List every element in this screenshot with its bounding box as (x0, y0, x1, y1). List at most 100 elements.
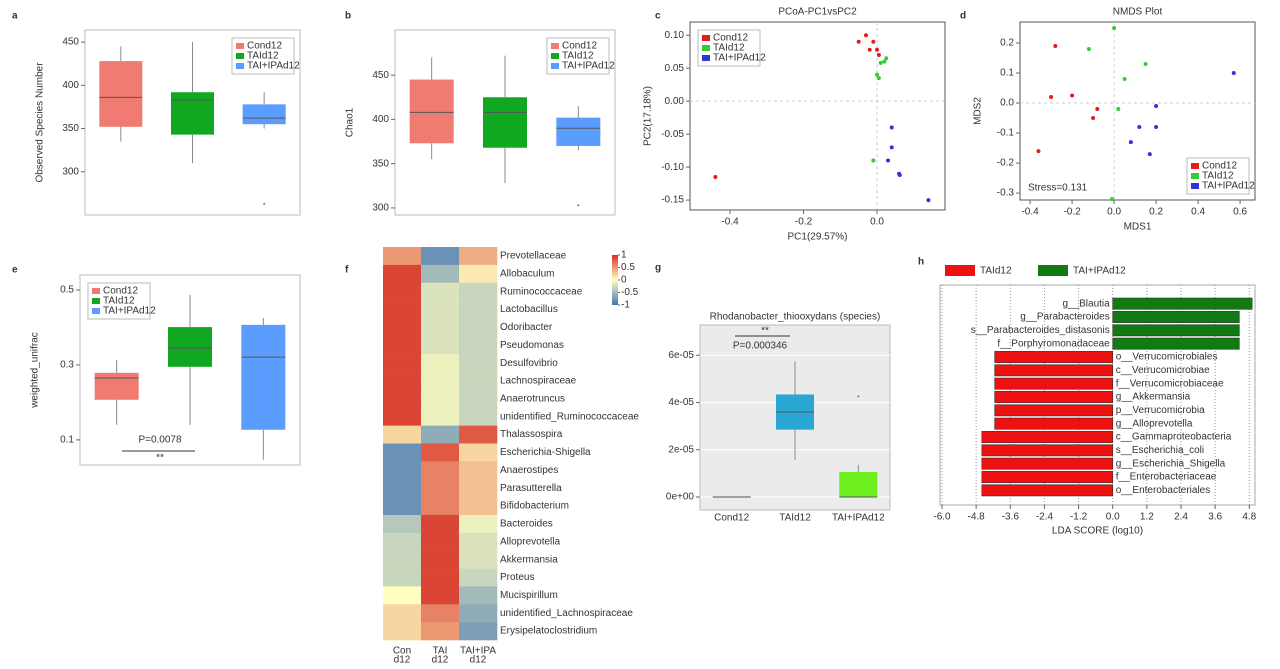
heat-cell (383, 461, 422, 480)
chart-title: NMDS Plot (1113, 7, 1163, 18)
y-tick-label: 2e-05 (668, 444, 694, 455)
legend-swatch (92, 288, 100, 294)
row-label: Escherichia-Shigella (500, 447, 591, 458)
bar-label: g__Alloprevotella (1116, 418, 1193, 429)
column-label: d12 (432, 655, 449, 666)
legend-label: TAId12 (980, 266, 1012, 277)
heat-cell (459, 586, 498, 605)
point (1143, 62, 1148, 67)
y-tick-label: 4e-05 (668, 397, 694, 408)
heat-cell (459, 443, 498, 462)
heat-cell (421, 264, 460, 284)
heat-cell (421, 497, 460, 516)
colorbar-label: -1 (621, 300, 630, 311)
x-tick-label: -0.4 (721, 217, 739, 228)
box (168, 327, 212, 367)
heat-cell (459, 372, 498, 391)
bar (994, 404, 1113, 417)
legend-label: Cond12 (562, 41, 597, 52)
y-tick-label: 450 (372, 70, 389, 81)
bar-label: s__Escherichia_coli (1116, 445, 1204, 456)
heat-cell (383, 264, 422, 284)
bar (981, 431, 1113, 443)
y-tick-label: 0e+00 (666, 492, 695, 503)
bar (1112, 297, 1253, 310)
row-label: Anaerotruncus (500, 393, 565, 404)
x-tick-label: 0.0 (1107, 207, 1121, 218)
row-label: Bifidobacterium (500, 501, 569, 512)
box (242, 104, 286, 125)
y-tick-label: 0.05 (665, 63, 685, 74)
heat-cell (421, 568, 460, 587)
x-axis-label: PC1(29.57%) (787, 232, 847, 243)
row-label: Bacteroides (500, 519, 553, 530)
bar (994, 377, 1113, 390)
bar (1112, 324, 1240, 337)
x-tick-label: -2.4 (1036, 512, 1054, 523)
legend-label: TAI+IPAd12 (103, 306, 156, 317)
x-tick-label: -0.2 (795, 217, 813, 228)
heat-cell (383, 479, 422, 498)
y-tick-label: 0.10 (665, 30, 685, 41)
heat-cell (383, 425, 422, 444)
row-label: Erysipelatoclostridium (500, 626, 597, 637)
outlier (857, 395, 860, 398)
legend-swatch (702, 35, 710, 41)
x-tick-label: -4.8 (968, 512, 986, 523)
point (882, 59, 887, 64)
heat-cell (459, 461, 498, 480)
point (926, 198, 931, 203)
chart-title: Rhodanobacter_thiooxydans (species) (710, 312, 881, 323)
legend-swatch (945, 265, 975, 276)
row-label: Thalassospira (500, 429, 563, 440)
bar-label: p__Verrucomicrobia (1116, 405, 1205, 416)
heat-cell (421, 282, 460, 301)
x-tick-label: Cond12 (714, 513, 749, 524)
panel-letter: d (960, 11, 966, 22)
heat-cell (459, 300, 498, 319)
point (1053, 44, 1058, 49)
row-label: unidentified_Lachnospiraceae (500, 608, 633, 619)
annotation: ** (761, 326, 769, 337)
y-tick-label: -0.1 (997, 128, 1015, 139)
legend-label: TAId12 (1202, 171, 1234, 182)
bar (994, 391, 1113, 403)
column-label: TAI (433, 646, 448, 657)
y-axis-label: PC2(17.18%) (643, 86, 654, 146)
y-tick-label: 0.5 (60, 285, 74, 296)
point (1154, 125, 1159, 130)
row-label: Parasutterella (500, 483, 562, 494)
heat-cell (383, 514, 422, 534)
y-axis-label: weighted_unifrac (30, 332, 41, 409)
legend-swatch (236, 43, 244, 49)
row-label: Odoribacter (500, 322, 553, 333)
colorbar-label: 0 (621, 275, 627, 286)
bar-label: o__Enterobacteriales (1116, 485, 1211, 496)
legend-swatch (702, 55, 710, 61)
x-tick-label: -6.0 (933, 512, 951, 523)
heat-cell (383, 318, 422, 337)
y-tick-label: -0.3 (997, 188, 1015, 199)
heat-cell (459, 622, 498, 641)
bar (994, 364, 1113, 377)
panel-letter: e (12, 265, 18, 276)
x-tick-label: 4.8 (1242, 512, 1256, 523)
heat-cell (421, 247, 460, 266)
column-label: TAI+IPA (460, 646, 496, 657)
heat-cell (383, 372, 422, 391)
heat-cell (383, 622, 422, 641)
legend-label: TAId12 (103, 296, 135, 307)
heat-cell (421, 425, 460, 444)
heat-cell (383, 336, 422, 355)
point (884, 56, 889, 61)
bar (981, 444, 1113, 457)
row-label: Mucispirillum (500, 590, 558, 601)
point (1231, 71, 1236, 76)
row-label: Alloprevotella (500, 536, 560, 547)
y-tick-label: 6e-05 (668, 350, 694, 361)
point (897, 173, 902, 178)
heat-cell (459, 514, 498, 534)
y-tick-label: 0.1 (60, 435, 74, 446)
y-axis-label: MDS2 (973, 97, 984, 125)
panel-letter: c (655, 11, 661, 22)
